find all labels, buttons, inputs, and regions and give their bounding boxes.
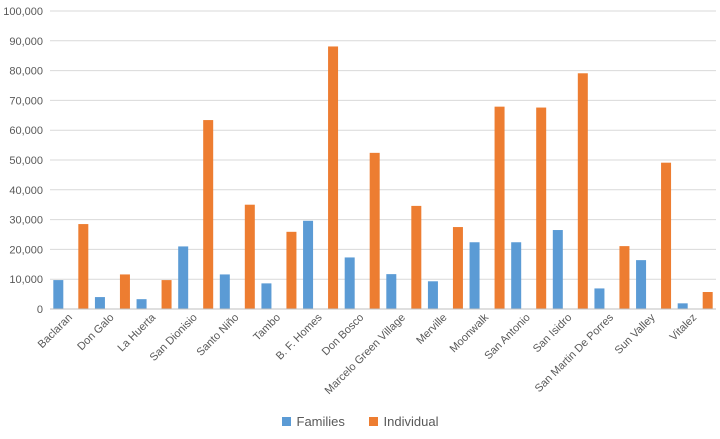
bar-families: [178, 246, 189, 309]
x-tick-label: Vitalez: [668, 312, 700, 344]
legend: Families Individual: [0, 414, 720, 429]
x-tick-label: Tambo: [251, 312, 283, 344]
bar-individual: [328, 46, 339, 309]
bar-individual: [286, 231, 297, 309]
bar-families: [552, 230, 563, 309]
x-tick-label: San Isidro: [531, 312, 575, 356]
bar-families: [469, 242, 480, 309]
y-tick-label: 70,000: [9, 95, 43, 107]
bar-individual: [494, 106, 505, 310]
y-tick-label: 0: [37, 304, 43, 316]
bar-individual: [78, 224, 89, 309]
bar-individual: [244, 204, 255, 309]
y-tick-label: 90,000: [9, 36, 43, 48]
y-tick-label: 40,000: [9, 185, 43, 197]
bar-individual: [452, 227, 463, 309]
bar-families: [594, 288, 605, 309]
x-tick-label: Santo Niño: [194, 312, 241, 359]
x-tick-label: Marcelo Green Village: [323, 312, 408, 397]
bar-families: [303, 220, 314, 309]
y-tick-label: 20,000: [9, 244, 43, 256]
y-tick-label: 10,000: [9, 274, 43, 286]
bar-individual: [161, 280, 172, 309]
bar-individual: [702, 292, 713, 309]
bar-individual: [536, 107, 547, 309]
gridlines: [50, 10, 716, 280]
y-tick-label: 50,000: [9, 155, 43, 167]
bar-families: [261, 283, 272, 309]
y-axis-tick-labels: 0 10,000 20,000 30,000 40,000 50,000 60,000 70,…: [3, 6, 43, 316]
bar-individual: [369, 152, 380, 309]
x-tick-label: San Martin De Porres: [533, 311, 617, 395]
legend-item-families: Families: [281, 414, 345, 429]
bar-families: [136, 299, 147, 309]
legend-item-individual: Individual: [368, 414, 439, 429]
x-tick-label: Don Galo: [75, 312, 116, 353]
bar-families: [427, 281, 438, 309]
bar-families: [677, 303, 688, 309]
bar-individual: [203, 120, 214, 310]
x-tick-label: Baclaran: [36, 312, 75, 351]
x-tick-label: Moonwalk: [448, 311, 492, 355]
y-tick-label: 80,000: [9, 66, 43, 78]
bar-families: [386, 274, 397, 309]
legend-label-families: Families: [296, 414, 345, 429]
y-tick-label: 100,000: [3, 6, 43, 18]
bar-individual: [411, 205, 422, 309]
bar-individual: [661, 162, 672, 309]
x-tick-label: Sun Valley: [613, 311, 658, 356]
legend-swatch-families: [281, 417, 291, 426]
bar-families: [219, 274, 230, 309]
bar-families: [94, 297, 105, 309]
bars: [53, 46, 713, 310]
bar-families: [344, 257, 355, 309]
bar-families: [636, 260, 647, 309]
bar-families: [53, 280, 64, 309]
legend-label-individual: Individual: [383, 414, 439, 429]
bar-individual: [119, 274, 130, 309]
y-tick-label: 30,000: [9, 215, 43, 227]
bar-individual: [577, 73, 588, 309]
bar-individual: [619, 246, 630, 309]
x-tick-label: Merville: [414, 312, 449, 347]
bar-families: [511, 242, 522, 309]
legend-swatch-individual: [368, 417, 378, 426]
y-tick-label: 60,000: [9, 125, 43, 137]
x-tick-label: La Huerta: [116, 311, 159, 354]
